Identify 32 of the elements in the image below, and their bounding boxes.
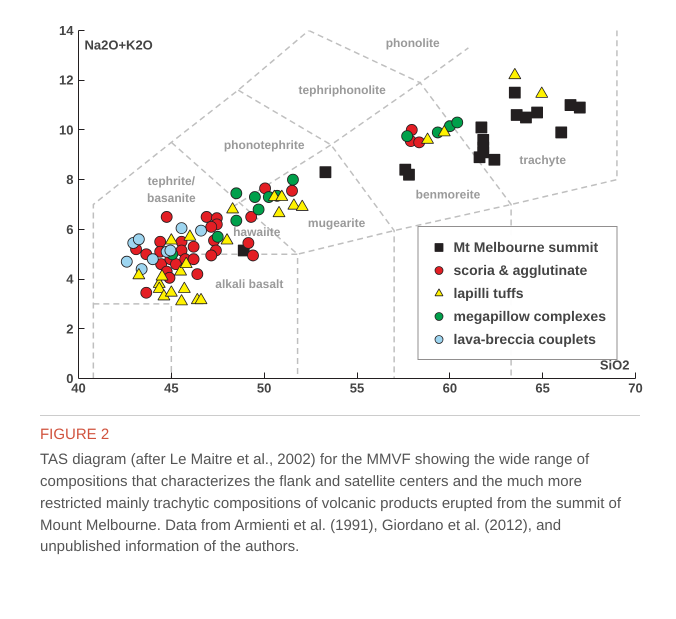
annotation: tephrite/ basanite bbox=[146, 174, 196, 205]
y-tick-label: 12 bbox=[59, 72, 74, 88]
annotation: phonolite bbox=[386, 36, 440, 50]
y-tick-label: 4 bbox=[66, 272, 74, 287]
x-tick-label: 65 bbox=[535, 380, 550, 396]
y-tick-label: 2 bbox=[66, 321, 74, 336]
legend-label: scoria & agglutinate bbox=[454, 262, 588, 278]
y-tick-label: 10 bbox=[59, 122, 74, 138]
legend-label: Mt Melbourne summit bbox=[454, 239, 598, 255]
annotation: hawaiite bbox=[233, 224, 281, 239]
annotation: tephriphonolite bbox=[298, 83, 386, 98]
annotation: phonotephrite bbox=[224, 138, 305, 152]
annotation: mugearite bbox=[308, 216, 366, 230]
legend-label: lava-breccia couplets bbox=[454, 331, 596, 347]
text: FIGURE 2 bbox=[40, 425, 110, 445]
x-tick-label: 60 bbox=[442, 380, 458, 396]
annotation: trachyte bbox=[519, 152, 566, 167]
y-axis-title: Na2O+K2O bbox=[84, 38, 153, 52]
x-tick-label: 55 bbox=[350, 380, 364, 396]
y-tick-label: 8 bbox=[66, 172, 74, 188]
y-tick-label: 14 bbox=[59, 23, 74, 38]
text: TAS diagram (after Le Maitre et al., 2002) for the MMVF showing the wide range of compositions that characterizes the flank and satellite centers and the much more restricted mainly trachytic compositions of volcanic products erupted from the summit of Mount Melbourne. Data from Armienti et al. (1991), Giordano et al. (2012), and unpublished information of the authors. bbox=[40, 450, 622, 558]
x-tick-label: 50 bbox=[256, 380, 272, 396]
legend-label: megapillow complexes bbox=[454, 308, 606, 324]
annotation: benmoreite bbox=[416, 188, 481, 202]
y-tick-label: 6 bbox=[66, 222, 74, 237]
x-axis-title: SiO2 bbox=[600, 358, 630, 372]
x-tick-label: 45 bbox=[164, 380, 179, 396]
legend-label: lapilli tuffs bbox=[454, 285, 524, 301]
annotation: alkali basalt bbox=[215, 277, 284, 292]
y-tick-label: 0 bbox=[66, 371, 74, 386]
x-tick-label: 70 bbox=[628, 380, 643, 396]
